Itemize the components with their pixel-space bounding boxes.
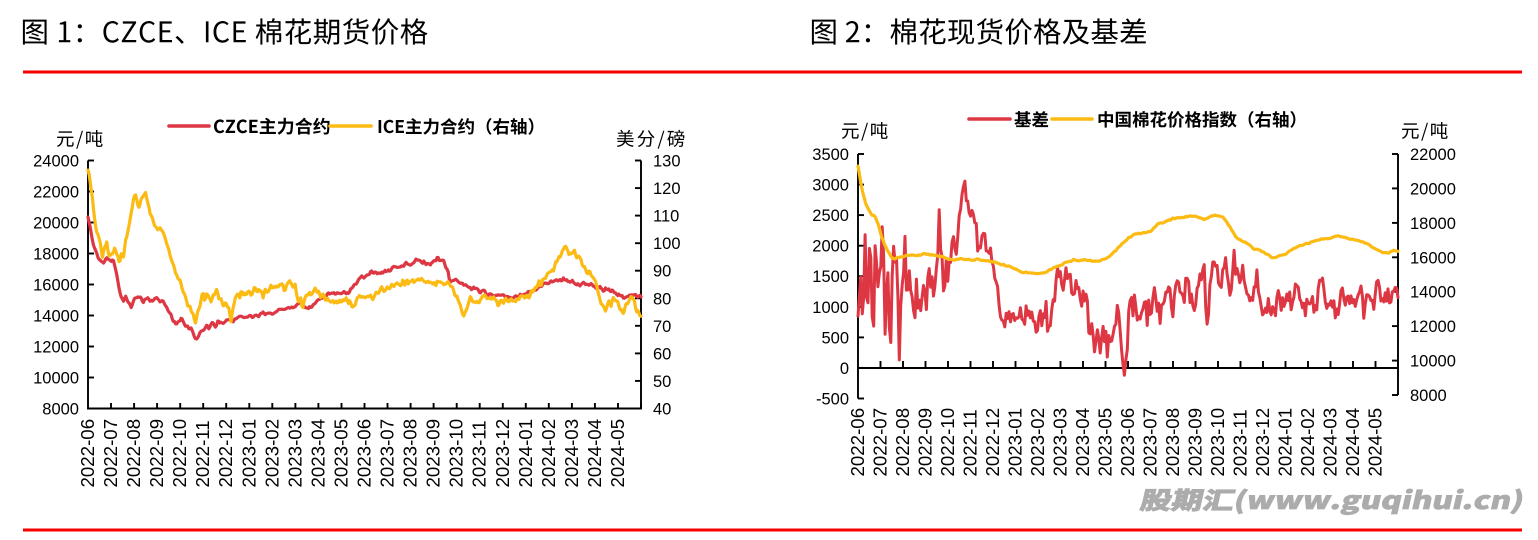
svg-text:110: 110 — [653, 208, 679, 226]
svg-text:2023-07: 2023-07 — [377, 419, 398, 488]
svg-text:2500: 2500 — [812, 207, 849, 225]
svg-text:2022-10: 2022-10 — [937, 408, 958, 477]
svg-text:2022-07: 2022-07 — [870, 408, 891, 477]
svg-text:2023-12: 2023-12 — [1252, 408, 1273, 477]
svg-text:2023-05: 2023-05 — [331, 419, 352, 488]
svg-text:40: 40 — [653, 401, 671, 419]
svg-text:12000: 12000 — [1410, 318, 1456, 336]
svg-text:2023-10: 2023-10 — [1207, 408, 1228, 477]
svg-text:8000: 8000 — [42, 401, 79, 419]
svg-text:2023-02: 2023-02 — [1027, 408, 1048, 477]
svg-text:2023-09: 2023-09 — [1185, 408, 1206, 477]
svg-text:1500: 1500 — [812, 268, 849, 286]
svg-text:2024-04: 2024-04 — [584, 419, 605, 488]
svg-text:14000: 14000 — [1410, 284, 1456, 302]
svg-text:8000: 8000 — [1410, 387, 1447, 405]
svg-text:2022-08: 2022-08 — [892, 408, 913, 477]
svg-text:16000: 16000 — [1410, 249, 1456, 267]
svg-text:2022-07: 2022-07 — [100, 419, 121, 488]
svg-text:16000: 16000 — [33, 277, 79, 295]
svg-text:2023-06: 2023-06 — [1117, 408, 1138, 477]
svg-text:2023-08: 2023-08 — [1162, 408, 1183, 477]
svg-text:2024-01: 2024-01 — [515, 419, 536, 488]
svg-text:1000: 1000 — [812, 299, 849, 317]
svg-text:2022-06: 2022-06 — [77, 419, 98, 488]
svg-text:2024-03: 2024-03 — [1320, 408, 1341, 477]
svg-text:2023-05: 2023-05 — [1095, 408, 1116, 477]
svg-text:2023-12: 2023-12 — [492, 419, 513, 488]
svg-text:2022-12: 2022-12 — [982, 408, 1003, 477]
svg-text:10000: 10000 — [33, 370, 79, 388]
svg-text:100: 100 — [653, 235, 681, 253]
svg-text:2023-03: 2023-03 — [284, 419, 305, 488]
svg-text:20000: 20000 — [33, 215, 79, 233]
svg-text:2024-01: 2024-01 — [1275, 408, 1296, 477]
svg-text:10000: 10000 — [1410, 353, 1456, 371]
svg-text:90: 90 — [653, 263, 671, 281]
svg-text:2023-01: 2023-01 — [1005, 408, 1026, 477]
svg-text:2022-06: 2022-06 — [847, 408, 868, 477]
svg-text:130: 130 — [653, 153, 681, 171]
svg-text:120: 120 — [653, 180, 681, 198]
svg-text:18000: 18000 — [33, 246, 79, 264]
svg-text:22000: 22000 — [1410, 146, 1456, 164]
svg-text:70: 70 — [653, 318, 671, 336]
svg-text:80: 80 — [653, 290, 671, 308]
svg-text:2023-11: 2023-11 — [1230, 409, 1251, 476]
svg-text:2024-02: 2024-02 — [538, 419, 559, 488]
svg-text:2022-10: 2022-10 — [169, 419, 190, 488]
svg-text:3500: 3500 — [812, 146, 849, 164]
svg-text:18000: 18000 — [1410, 215, 1456, 233]
svg-text:3000: 3000 — [812, 177, 849, 195]
svg-text:2022-09: 2022-09 — [915, 408, 936, 477]
svg-text:2023-11: 2023-11 — [469, 420, 490, 487]
svg-text:2024-05: 2024-05 — [607, 419, 628, 488]
svg-text:2023-03: 2023-03 — [1050, 408, 1071, 477]
svg-text:2023-04: 2023-04 — [307, 419, 328, 488]
svg-text:2023-02: 2023-02 — [261, 419, 282, 488]
svg-text:2024-05: 2024-05 — [1365, 408, 1386, 477]
svg-text:2022-11: 2022-11 — [960, 409, 981, 476]
svg-text:2000: 2000 — [812, 238, 849, 256]
svg-text:50: 50 — [653, 373, 671, 391]
svg-text:2023-04: 2023-04 — [1072, 408, 1093, 477]
svg-text:2022-12: 2022-12 — [215, 419, 236, 488]
svg-text:2023-07: 2023-07 — [1140, 408, 1161, 477]
svg-text:2022-11: 2022-11 — [192, 420, 213, 487]
svg-text:2024-02: 2024-02 — [1297, 408, 1318, 477]
svg-text:2023-01: 2023-01 — [238, 419, 259, 488]
svg-text:2022-08: 2022-08 — [123, 419, 144, 488]
svg-text:24000: 24000 — [33, 153, 79, 171]
svg-text:20000: 20000 — [1410, 180, 1456, 198]
svg-text:500: 500 — [821, 329, 849, 347]
svg-text:12000: 12000 — [33, 339, 79, 357]
svg-text:14000: 14000 — [33, 308, 79, 326]
svg-text:2023-09: 2023-09 — [423, 419, 444, 488]
svg-text:2024-04: 2024-04 — [1342, 408, 1363, 477]
svg-text:2023-08: 2023-08 — [400, 419, 421, 488]
svg-text:22000: 22000 — [33, 184, 79, 202]
svg-text:0: 0 — [840, 360, 849, 378]
svg-text:2024-03: 2024-03 — [561, 419, 582, 488]
svg-text:2023-06: 2023-06 — [354, 419, 375, 488]
svg-text:2023-10: 2023-10 — [446, 419, 467, 488]
svg-text:2022-09: 2022-09 — [146, 419, 167, 488]
svg-text:60: 60 — [653, 345, 671, 363]
svg-text:-500: -500 — [816, 391, 849, 409]
